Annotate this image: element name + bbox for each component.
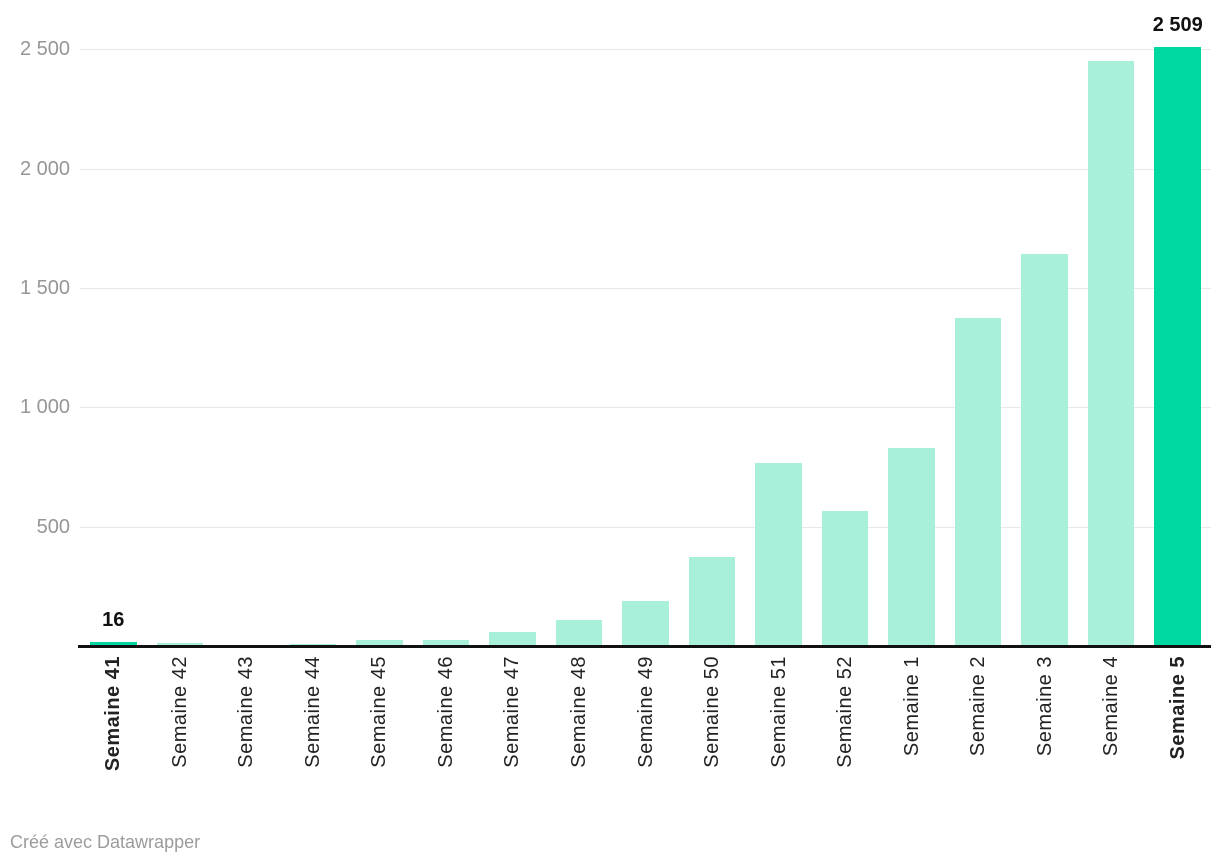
bar-semaine-51[interactable] <box>755 462 802 646</box>
x-tick-label-semaine-43: Semaine 43 <box>235 656 258 768</box>
gridline-500 <box>80 526 1211 528</box>
x-tick-label-semaine-42: Semaine 42 <box>168 656 191 768</box>
bar-semaine-1[interactable] <box>888 447 935 646</box>
gridline-2000 <box>80 168 1211 170</box>
x-tick-label-semaine-45: Semaine 45 <box>368 656 391 768</box>
bar-semaine-42[interactable] <box>156 643 204 646</box>
bar-semaine-46[interactable] <box>422 640 470 646</box>
gridline-1000 <box>80 407 1211 409</box>
bar-semaine-49[interactable] <box>622 601 669 646</box>
bar-semaine-41[interactable] <box>90 642 137 646</box>
x-tick-label-semaine-49: Semaine 49 <box>634 656 657 768</box>
x-tick-label-semaine-47: Semaine 47 <box>501 656 524 768</box>
gridline-1500 <box>80 288 1211 289</box>
gridline-2500 <box>80 49 1211 51</box>
x-tick-label-semaine-52: Semaine 52 <box>834 656 857 768</box>
bar-semaine-5[interactable] <box>1154 47 1201 646</box>
x-tick-label-semaine-5: Semaine 5 <box>1166 656 1189 760</box>
bar-semaine-52[interactable] <box>821 511 869 646</box>
y-tick-label: 1 500 <box>19 277 70 299</box>
bar-semaine-50[interactable] <box>688 556 736 646</box>
x-axis-line <box>78 645 1211 648</box>
bar-semaine-4[interactable] <box>1087 60 1135 646</box>
x-tick-label-semaine-46: Semaine 46 <box>434 656 457 768</box>
x-tick-label-semaine-4: Semaine 4 <box>1100 656 1123 757</box>
x-tick-label-semaine-3: Semaine 3 <box>1033 656 1056 757</box>
x-tick-label-semaine-41: Semaine 41 <box>102 656 125 772</box>
y-tick-label: 2 500 <box>19 38 70 61</box>
x-tick-label-semaine-44: Semaine 44 <box>301 656 324 768</box>
x-tick-label-semaine-1: Semaine 1 <box>900 656 923 757</box>
bar-semaine-48[interactable] <box>555 620 603 646</box>
value-label: 2 509 <box>1152 14 1203 37</box>
bar-semaine-2[interactable] <box>954 317 1002 646</box>
x-tick-label-semaine-51: Semaine 51 <box>767 656 790 768</box>
x-tick-label-semaine-48: Semaine 48 <box>567 656 590 768</box>
y-tick-label: 2 000 <box>19 157 70 180</box>
bar-semaine-45[interactable] <box>356 640 403 646</box>
value-label: 16 <box>102 609 125 632</box>
bar-semaine-47[interactable] <box>489 632 536 646</box>
y-tick-label: 500 <box>36 515 70 538</box>
x-tick-label-semaine-50: Semaine 50 <box>701 656 724 768</box>
bar-semaine-3[interactable] <box>1021 253 1068 646</box>
y-tick-label: 1 000 <box>19 396 70 419</box>
bar-semaine-44[interactable] <box>289 643 337 646</box>
credit-text: Créé avec Datawrapper <box>10 832 201 852</box>
x-tick-label-semaine-2: Semaine 2 <box>967 656 990 757</box>
